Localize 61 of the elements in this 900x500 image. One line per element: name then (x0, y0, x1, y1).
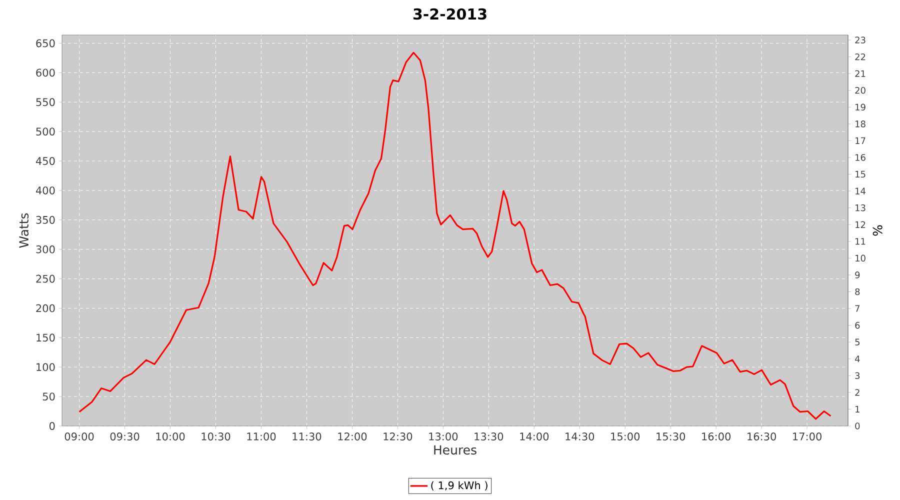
y-tick-label: 450 (36, 157, 55, 165)
y-tick-label: 500 (36, 128, 55, 136)
y2-tick-label: 9 (855, 272, 860, 278)
y2-tick-label: 6 (855, 322, 860, 329)
x-tick-label: 09:30 (110, 432, 140, 440)
y2-tick-label: 3 (855, 372, 860, 380)
x-tick-label: 10:00 (156, 432, 185, 440)
x-tick-label: 11:00 (247, 432, 276, 440)
y2-tick-label: 22 (855, 53, 866, 60)
x-tick-label: 17:00 (793, 432, 822, 440)
y-tick-label: 400 (36, 186, 55, 194)
y2-tick-label: 15 (856, 170, 866, 178)
y-tick-label: 100 (36, 363, 55, 372)
y2-tick-label: 7 (855, 305, 860, 312)
y2-tick-label: 19 (856, 104, 866, 111)
y2-tick-label: 20 (855, 86, 866, 94)
x-tick-label: 14:00 (520, 432, 549, 440)
x-tick-label: 13:30 (474, 432, 504, 440)
y-tick-label: 50 (42, 392, 55, 401)
x-tick-label: 16:30 (748, 432, 776, 440)
y-tick-label: 150 (36, 334, 55, 342)
y-axis-title: Watts (19, 213, 29, 248)
x-tick-label: 10:30 (202, 432, 230, 440)
y-tick-label: 650 (36, 39, 55, 48)
y-tick-label: 550 (36, 98, 55, 106)
y2-tick-label: 8 (855, 288, 860, 296)
x-tick-label: 15:30 (656, 432, 686, 440)
y2-tick-label: 23 (855, 36, 866, 44)
y2-tick-label: 21 (855, 70, 866, 77)
y2-tick-label: 14 (856, 188, 866, 194)
y-tick-label: 600 (36, 68, 55, 77)
y2-tick-label: 4 (854, 356, 860, 362)
y-tick-label: 350 (36, 216, 55, 224)
y2-tick-label: 2 (855, 389, 860, 396)
x-tick-label: 12:00 (338, 432, 367, 440)
legend-label: ( 1,9 kWh ) (431, 481, 488, 491)
y2-tick-label: 1 (856, 406, 860, 412)
y-tick-label: 300 (36, 245, 55, 254)
x-tick-label: 13:00 (429, 432, 458, 440)
y2-tick-label: 12 (856, 221, 866, 228)
x-tick-label: 11:30 (292, 432, 322, 440)
y2-tick-label: 11 (856, 238, 866, 245)
y2-tick-label: 16 (856, 154, 866, 161)
y2-tick-label: 5 (855, 338, 860, 346)
y2-tick-label: 10 (856, 254, 866, 262)
y-tick-label: 250 (36, 274, 55, 283)
x-tick-label: 15:00 (611, 432, 640, 440)
x-tick-label: 16:00 (702, 432, 731, 440)
x-tick-label: 09:00 (64, 432, 94, 440)
y2-tick-label: 0 (855, 422, 860, 430)
y2-tick-label: 17 (856, 137, 866, 144)
x-tick-label: 14:30 (566, 432, 594, 440)
x-axis-title: Heures (434, 445, 476, 455)
y-tick-label: 0 (49, 422, 55, 430)
y2-tick-label: 13 (856, 204, 866, 212)
y2-axis-title: % (872, 225, 882, 236)
x-tick-label: 12:30 (384, 432, 412, 440)
line-series (78, 52, 832, 420)
y2-tick-label: 18 (856, 120, 866, 128)
y-tick-label: 200 (36, 304, 55, 312)
chart-title: 3-2-2013 (413, 8, 486, 20)
